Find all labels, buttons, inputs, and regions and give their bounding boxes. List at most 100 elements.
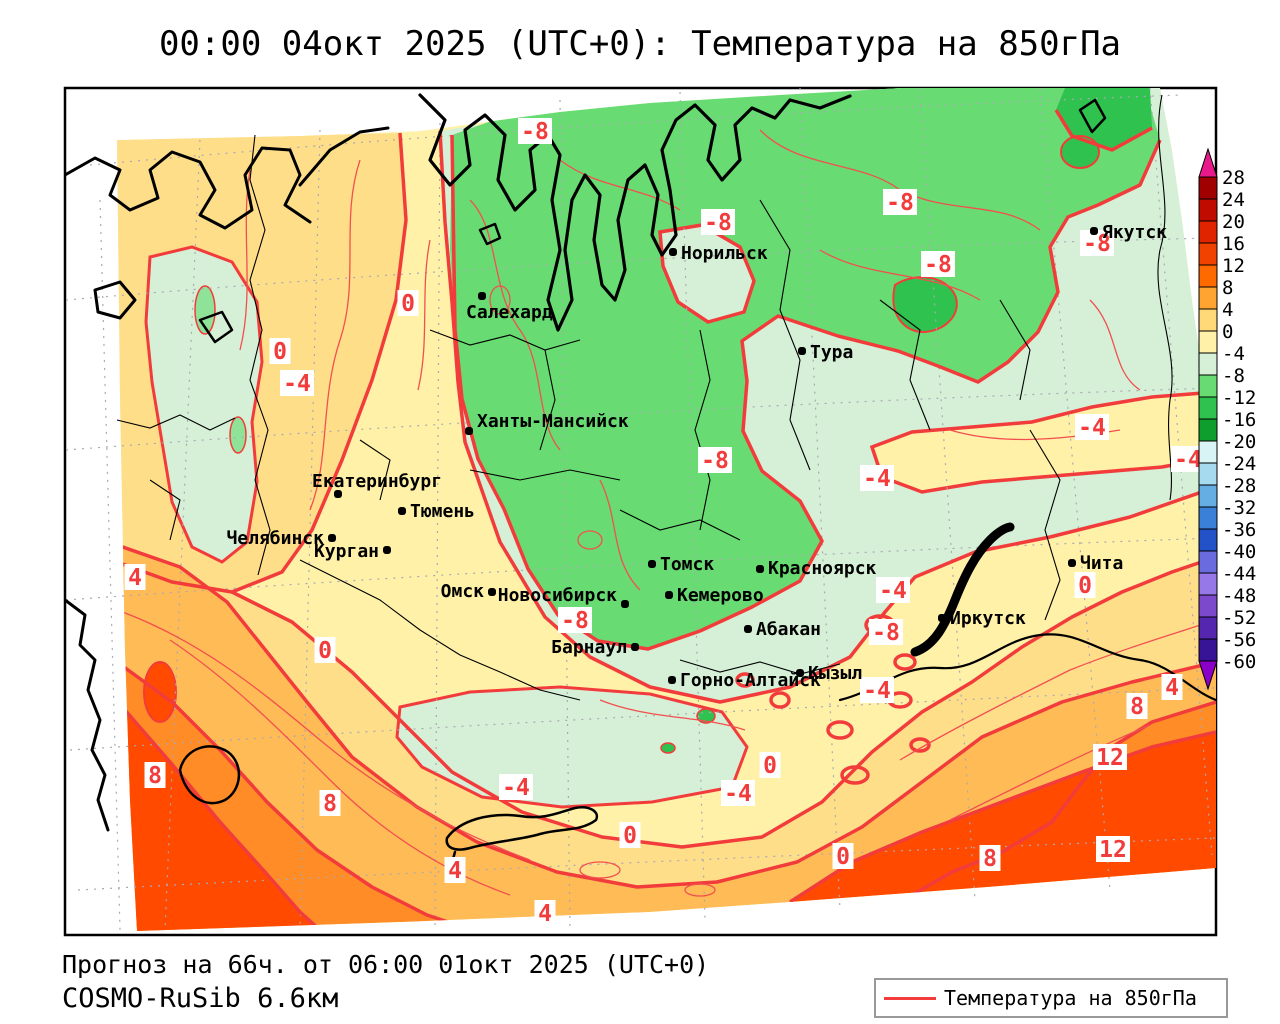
city-Томск: Томск — [648, 554, 714, 575]
city-label: Тура — [810, 342, 853, 363]
coastlines — [65, 93, 1216, 872]
svg-text:0: 0 — [401, 291, 415, 317]
city-label: Кемерово — [677, 585, 764, 606]
city-label: Тюмень — [410, 501, 475, 522]
svg-text:0: 0 — [318, 638, 332, 664]
aral-sea — [178, 745, 241, 805]
contour-label: -8 — [701, 209, 735, 236]
contour-label: 0 — [759, 752, 781, 779]
city-dot — [744, 625, 752, 633]
contour-label: -4 — [1075, 414, 1109, 441]
island — [478, 222, 502, 246]
colorbar-cell — [1198, 176, 1218, 200]
contour-label: 4 — [444, 857, 466, 884]
city-dot — [621, 600, 629, 608]
colorbar-tick-label: -28 — [1222, 475, 1256, 497]
city-label: Иркутск — [950, 608, 1026, 629]
colorbar-tick-label: 16 — [1222, 233, 1245, 255]
colorbar-tick-label: 28 — [1222, 167, 1245, 189]
city-dot — [648, 560, 656, 568]
city-label: Екатеринбург — [312, 471, 442, 492]
colorbar-tick-label: -56 — [1222, 629, 1256, 651]
colorbar: 2824201612840-4-8-12-16-20-24-28-32-36-4… — [1198, 147, 1256, 691]
colorbar-cell — [1198, 572, 1218, 596]
svg-text:-8: -8 — [872, 620, 900, 646]
island — [93, 280, 137, 320]
city-Чита: Чита — [1068, 553, 1123, 574]
city-dot — [383, 546, 391, 554]
colorbar-cell — [1198, 286, 1218, 310]
city-label: Чита — [1080, 553, 1123, 574]
colorbar-cell — [1198, 528, 1218, 552]
band-minus12-16-b — [1060, 135, 1100, 169]
city-dot — [334, 490, 342, 498]
white-sea-coast — [65, 146, 312, 230]
city-Салехард: Салехард — [466, 292, 553, 323]
contour-label: -8 — [1080, 230, 1114, 257]
city-Челябинск: Челябинск — [226, 528, 336, 549]
svg-text:-8: -8 — [924, 252, 952, 278]
svg-text:8: 8 — [983, 846, 997, 872]
lake-baikal — [910, 522, 1015, 657]
svg-text:12: 12 — [1099, 837, 1127, 863]
temperature-field — [117, 88, 1216, 931]
caspian-coast — [65, 598, 110, 832]
svg-text:-4: -4 — [1174, 447, 1202, 473]
city-dot — [398, 507, 406, 515]
colorbar-cell — [1198, 396, 1218, 420]
svg-text:12: 12 — [1096, 745, 1124, 771]
colorbar-cell — [1198, 638, 1218, 662]
svg-text:-4: -4 — [724, 781, 752, 807]
band-minus4-8-ural — [144, 245, 264, 564]
city-label: Челябинск — [226, 528, 324, 549]
mongolia-border — [838, 633, 1216, 702]
colorbar-tick-label: -16 — [1222, 409, 1256, 431]
city-dot — [478, 292, 486, 300]
contour-label: 0 — [269, 338, 291, 365]
contour-label: 0 — [619, 822, 641, 849]
colorbar-cell — [1198, 264, 1218, 288]
city-Тюмень: Тюмень — [398, 501, 475, 522]
contour-label: -8 — [558, 607, 592, 634]
contour-label: 0 — [832, 843, 854, 870]
city-dot — [668, 676, 676, 684]
city-label: Курган — [314, 541, 379, 562]
legend-label: Температура на 850гПа — [944, 986, 1197, 1010]
svg-text:4: 4 — [128, 565, 142, 591]
forecast-info: Прогноз на 66ч. от 06:00 01окт 2025 (UTC… — [62, 950, 710, 979]
colorbar-cell — [1198, 418, 1218, 442]
svg-text:-8: -8 — [886, 190, 914, 216]
colorbar-tick-label: -4 — [1222, 343, 1245, 365]
model-info: COSMO-RuSib 6.6км — [62, 983, 339, 1014]
island — [1078, 98, 1107, 134]
colorbar-tick-label: -40 — [1222, 541, 1256, 563]
contour-labels: -8 -8 -8 -8 -8 0 0 -4 4 -8 -4 -4 -4 -8 -4 -8 0 0 -4 -4 -4 0 0 0… — [124, 118, 1205, 927]
svg-text:-8: -8 — [1083, 231, 1111, 257]
contour-label: 4 — [1161, 674, 1183, 701]
city-dot — [465, 427, 473, 435]
city-dot — [756, 565, 764, 573]
city-dot — [1090, 227, 1098, 235]
island — [198, 310, 234, 344]
svg-text:-4: -4 — [863, 678, 891, 704]
svg-text:0: 0 — [623, 823, 637, 849]
arctic-coast-ob-estuary — [418, 93, 852, 332]
colorbar-tick-label: 4 — [1222, 299, 1233, 321]
city-label: Горно-Алтайск — [680, 670, 821, 691]
contour-label: 8 — [979, 845, 1001, 872]
city-markers: Салехард Норильск Якутск Тура Ханты-Мансийск… — [226, 222, 1167, 691]
svg-text:-4: -4 — [863, 466, 891, 492]
colorbar-tick-label: -12 — [1222, 387, 1256, 409]
admin-borders — [116, 94, 1173, 701]
band-minus8-12-core — [450, 88, 1160, 649]
city-dot — [796, 669, 804, 677]
contour-label: 8 — [319, 790, 341, 817]
novaya-zemlya — [298, 126, 390, 187]
svg-text:0: 0 — [1078, 573, 1092, 599]
colorbar-tick-label: 24 — [1222, 189, 1245, 211]
contour-label: -8 — [883, 189, 917, 216]
contour-label: -8 — [921, 251, 955, 278]
contour-label: -4 — [860, 677, 894, 704]
